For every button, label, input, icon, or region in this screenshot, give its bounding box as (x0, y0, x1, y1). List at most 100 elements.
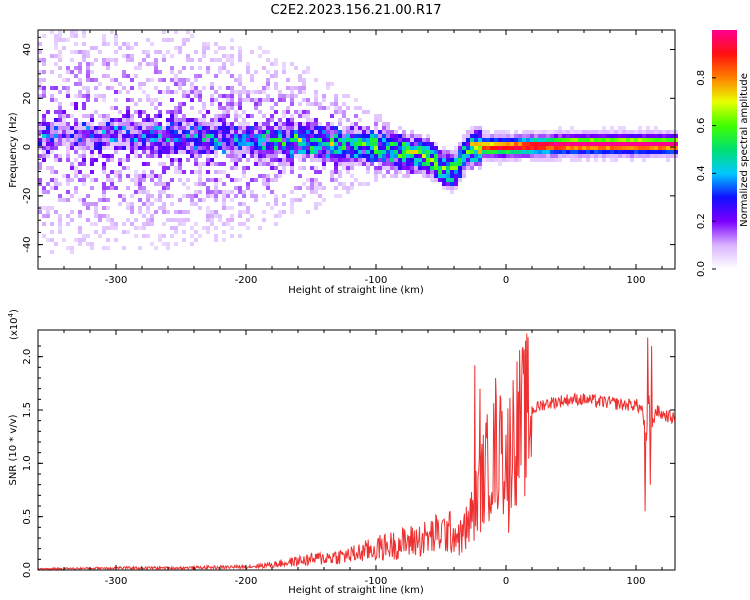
spectrogram-cell (346, 150, 350, 154)
spectrogram-cell (314, 142, 318, 146)
spectrogram-x-ticks: -300 -200 -100 0 100 (37, 30, 663, 286)
spectrogram-cell (386, 166, 390, 170)
spectrogram-cell (170, 234, 174, 238)
spectrogram-cell (574, 154, 578, 158)
spectrogram-cell (178, 130, 182, 134)
spectrogram-cell (314, 102, 318, 106)
spectrogram-cell (102, 170, 106, 174)
spectrogram-cell (598, 142, 602, 146)
spectrogram-cell (518, 154, 522, 158)
spectrogram-cell (158, 142, 162, 146)
spectrogram-cell (98, 82, 102, 86)
spectrogram-cell (314, 150, 318, 154)
spectrogram-cell (378, 142, 382, 146)
spectrogram-cell (82, 114, 86, 118)
spectrogram-cell (282, 150, 286, 154)
spectrogram-cell (70, 250, 74, 254)
spectrogram-cell (398, 142, 402, 146)
spectrogram-cell (186, 94, 190, 98)
spectrogram-cell (246, 186, 250, 190)
spectrogram-cell (430, 158, 434, 162)
spectrogram-cell (338, 162, 342, 166)
spectrogram-cell (294, 186, 298, 190)
spectrogram-cell (202, 42, 206, 46)
spectrogram-cell (534, 138, 538, 142)
spectrogram-cell (194, 150, 198, 154)
spectrogram-cell (370, 162, 374, 166)
spectrogram-cell (42, 142, 46, 146)
snr-y-tick-label: 0.5 (22, 509, 33, 525)
spectrogram-cell (202, 118, 206, 122)
spectrogram-cell (106, 198, 110, 202)
spectrogram-cell (246, 150, 250, 154)
spectrogram-cell (274, 58, 278, 62)
spectrogram-cell (654, 134, 658, 138)
spectrogram-cell (618, 126, 622, 130)
spectrogram-cell (234, 146, 238, 150)
spectrogram-cell (478, 154, 482, 158)
spectrogram-cell (326, 158, 330, 162)
spectrogram-cell (86, 242, 90, 246)
spectrogram-cell (70, 178, 74, 182)
spectrogram-cell (274, 142, 278, 146)
spectrogram-cell (66, 94, 70, 98)
spectrogram-cell (262, 218, 266, 222)
spectrogram-cell (486, 154, 490, 158)
spectrogram-cell (302, 126, 306, 130)
spectrogram-cell (638, 154, 642, 158)
spectrogram-cell (350, 182, 354, 186)
spectrogram-cell (602, 142, 606, 146)
spectrogram-cell (374, 138, 378, 142)
spectrogram-cell (126, 174, 130, 178)
spectrogram-cell (594, 142, 598, 146)
spectrogram-cell (558, 142, 562, 146)
spectrogram-cell (126, 106, 130, 110)
spectrogram-cell (658, 130, 662, 134)
spectrogram-cell (346, 134, 350, 138)
spectrogram-cell (290, 94, 294, 98)
spectrogram-cell (638, 142, 642, 146)
spectrogram-cell (598, 138, 602, 142)
spectrogram-cell (282, 70, 286, 74)
spectrogram-cell (590, 150, 594, 154)
spectrogram-cell (298, 74, 302, 78)
spectrogram-cell (226, 102, 230, 106)
spectrogram-cell (194, 134, 198, 138)
spectrogram-cell (530, 142, 534, 146)
spectrogram-cell (674, 138, 678, 142)
spectrogram-cell (74, 30, 78, 34)
spectrogram-cell (158, 110, 162, 114)
spectrogram-cell (374, 114, 378, 118)
spectrogram-cell (166, 86, 170, 90)
spectrogram-cell (462, 154, 466, 158)
spectrogram-cell (158, 146, 162, 150)
spectrogram-cell (342, 138, 346, 142)
spectrogram-cell (498, 130, 502, 134)
spectrogram-cell (634, 138, 638, 142)
spectrogram-cell (90, 114, 94, 118)
spectrogram-cell (178, 46, 182, 50)
spectrogram-cell (158, 134, 162, 138)
spectrogram-cell (50, 138, 54, 142)
spectrogram-cell (434, 158, 438, 162)
spectrogram-cell (78, 122, 82, 126)
spectrogram-cell (102, 126, 106, 130)
spectrogram-cell (182, 82, 186, 86)
spectrogram-cell (198, 206, 202, 210)
spectrogram-cell (86, 54, 90, 58)
x-tick-label: -100 (365, 576, 388, 587)
spectrogram-cell (66, 190, 70, 194)
spectrogram-cell (250, 138, 254, 142)
spectrogram-cell (54, 54, 58, 58)
spectrogram-cell (230, 190, 234, 194)
spectrogram-cell (298, 130, 302, 134)
spectrogram-cell (298, 102, 302, 106)
spectrogram-cell (198, 234, 202, 238)
spectrogram-cell (594, 138, 598, 142)
spectrogram-cell (558, 138, 562, 142)
spectrogram-cell (94, 158, 98, 162)
spectrogram-cell (290, 162, 294, 166)
spectrogram-cell (90, 126, 94, 130)
spectrogram-cell (146, 54, 150, 58)
spectrogram-cell (174, 210, 178, 214)
